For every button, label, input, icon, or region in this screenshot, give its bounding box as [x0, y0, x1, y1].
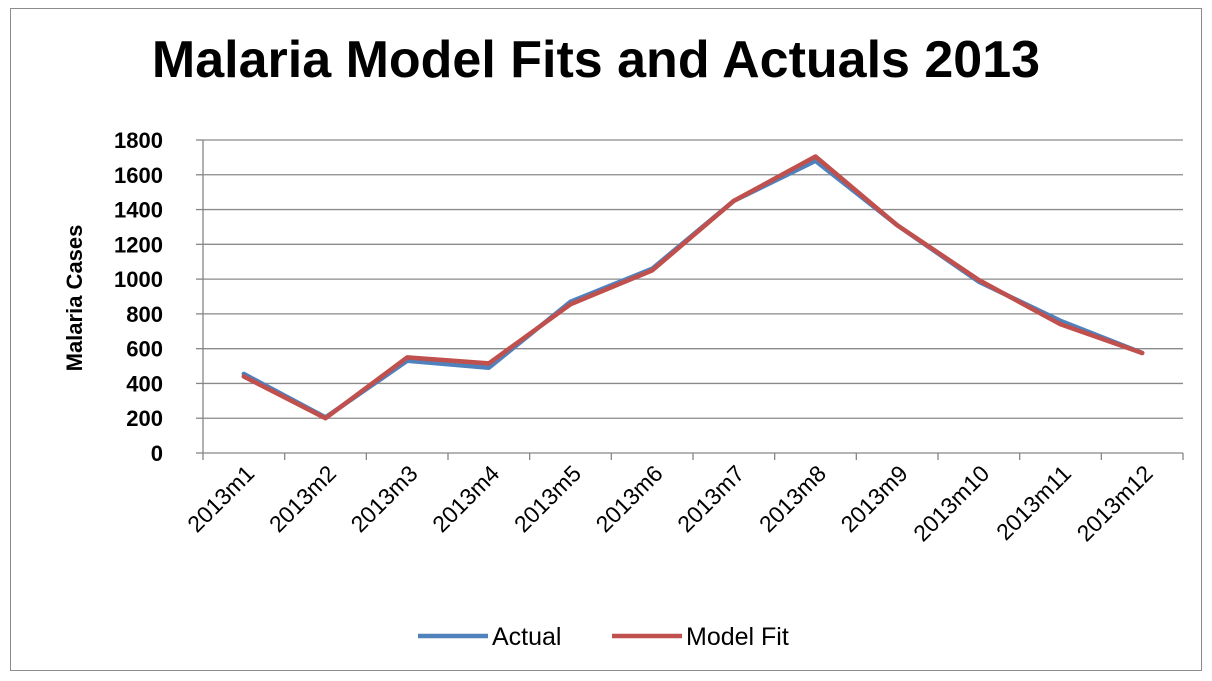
x-tick-label: 2013m12 — [1071, 460, 1157, 546]
y-tick-label: 0 — [151, 441, 163, 466]
y-tick-label: 1400 — [114, 198, 163, 223]
gridlines — [196, 139, 1184, 460]
y-tick-label: 200 — [126, 406, 163, 431]
y-tick-label: 1800 — [114, 128, 163, 153]
y-axis-label: Malaria Cases — [62, 225, 87, 372]
x-tick-label: 2013m10 — [908, 460, 994, 546]
legend-label-actual: Actual — [492, 623, 561, 651]
x-tick-label: 2013m9 — [836, 460, 913, 537]
x-tick-label: 2013m3 — [346, 460, 423, 537]
y-tick-label: 400 — [126, 371, 163, 396]
legend: Actual Model Fit — [418, 623, 789, 651]
x-tick-label: 2013m8 — [754, 460, 831, 537]
x-tick-label: 2013m1 — [182, 460, 259, 537]
x-tick-label: 2013m2 — [264, 460, 341, 537]
x-tick-label: 2013m6 — [591, 460, 668, 537]
y-tick-label: 600 — [126, 337, 163, 362]
x-tick-label: 2013m5 — [509, 460, 586, 537]
y-tick-label: 1600 — [114, 163, 163, 188]
chart-title: Malaria Model Fits and Actuals 2013 — [151, 31, 1041, 89]
series-line-model-fit — [241, 154, 1145, 421]
y-tick-label: 800 — [126, 302, 163, 327]
x-tick-label: 2013m4 — [427, 460, 504, 537]
y-tick-label: 1000 — [114, 267, 163, 292]
x-tick-label: 2013m7 — [672, 460, 749, 537]
y-axis-ticks: 0 200 400 600 800 1000 1200 1400 1600 1800 — [114, 128, 163, 466]
series-lines — [241, 154, 1145, 421]
x-tick-label: 2013m11 — [991, 460, 1076, 545]
x-axis-ticks: 2013m1 2013m2 2013m3 2013m4 2013m5 2013m6 2013… — [182, 460, 1157, 546]
legend-label-model-fit: Model Fit — [686, 623, 789, 651]
y-tick-label: 1200 — [114, 232, 163, 257]
chart-frame — [10, 8, 1202, 671]
